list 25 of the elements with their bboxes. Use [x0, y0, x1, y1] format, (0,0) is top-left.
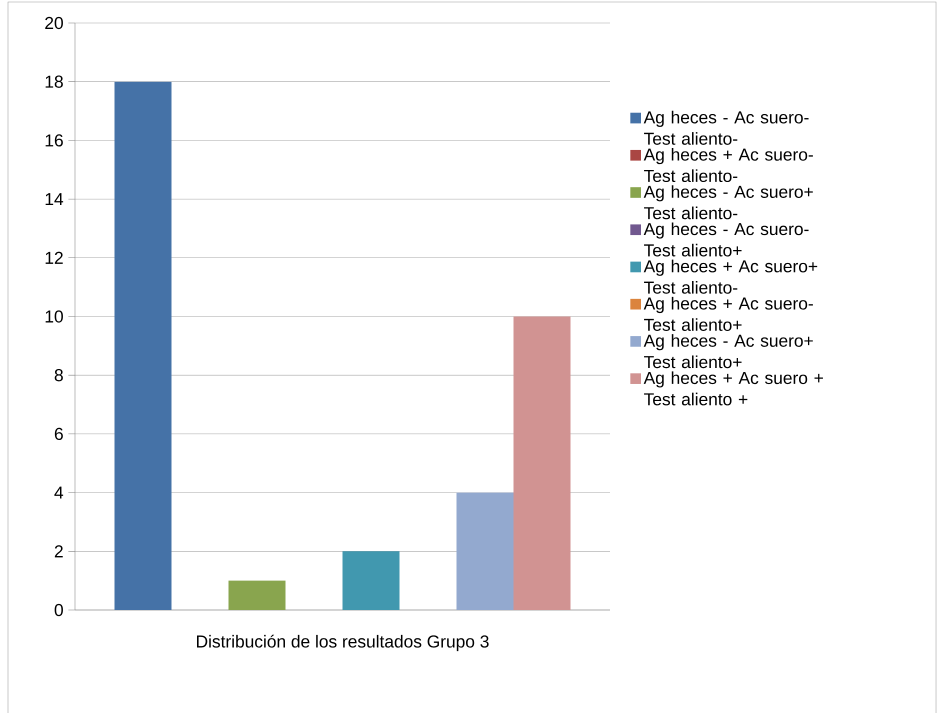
y-tick-label: 0 [54, 604, 63, 616]
legend-label: Ag heces + Ac suero + Test aliento + [644, 371, 823, 406]
y-tick-label: 16 [46, 134, 63, 147]
legend-label: Ag heces + Ac suero- Test aliento- [644, 148, 813, 182]
y-tick-label: 14 [46, 193, 64, 206]
y-tick-label: 10 [46, 310, 63, 323]
y-tick-label: 2 [54, 545, 63, 558]
y-tick-label: 12 [46, 252, 63, 264]
bar [514, 316, 571, 610]
legend-label: Ag heces + Ac suero- Test aliento+ [644, 296, 813, 331]
y-tick-label: 8 [54, 369, 63, 382]
legend-label: Ag heces + Ac suero+ Test aliento- [644, 260, 818, 294]
bar [342, 551, 400, 610]
bar [456, 492, 514, 610]
y-tick-label: 6 [54, 428, 63, 440]
y-tick-label: 4 [54, 486, 64, 499]
legend-label: Ag heces - Ac suero- Test aliento- [644, 110, 809, 145]
bar [114, 82, 172, 610]
legend-label: Ag heces - Ac suero- Test aliento+ [644, 222, 809, 257]
x-tick-label: Distribución de los resultados Grupo 3 [196, 634, 489, 652]
y-tick-label: 20 [45, 16, 63, 30]
legend-label: Ag heces - Ac suero+ Test aliento- [644, 185, 813, 220]
bar [228, 580, 286, 610]
legend-label: Ag heces - Ac suero+ Test aliento+ [644, 334, 813, 368]
y-tick-label: 18 [46, 76, 63, 88]
